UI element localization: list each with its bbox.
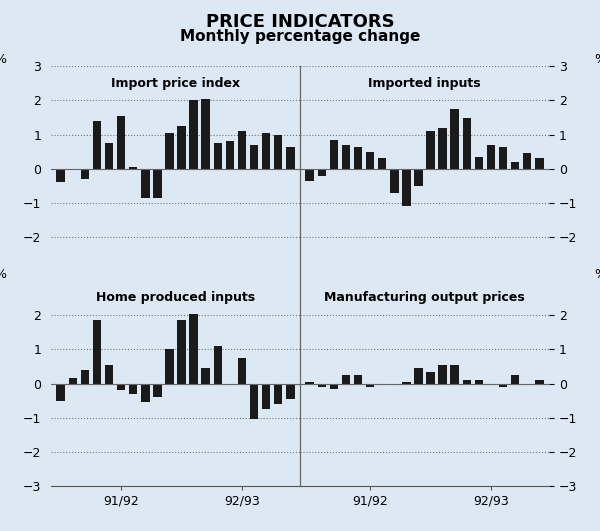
Bar — [190, 100, 198, 169]
Bar — [317, 383, 326, 387]
Bar — [93, 121, 101, 169]
Text: Imported inputs: Imported inputs — [368, 76, 481, 90]
Bar — [141, 383, 149, 402]
Bar — [378, 158, 386, 169]
Bar — [366, 152, 374, 169]
Text: Import price index: Import price index — [111, 76, 240, 90]
Text: Manufacturing output prices: Manufacturing output prices — [324, 292, 525, 304]
Bar — [354, 147, 362, 169]
Bar — [402, 382, 410, 383]
Bar — [487, 145, 495, 169]
Bar — [105, 365, 113, 383]
Bar — [165, 349, 173, 383]
Bar — [56, 383, 65, 400]
Bar — [305, 382, 314, 383]
Bar — [390, 169, 398, 193]
Bar — [105, 143, 113, 169]
Bar — [80, 370, 89, 383]
Bar — [475, 157, 483, 169]
Bar — [329, 383, 338, 389]
Bar — [238, 358, 246, 383]
Bar — [117, 383, 125, 390]
Bar — [226, 383, 234, 386]
Bar — [129, 383, 137, 394]
Bar — [214, 346, 222, 383]
Bar — [463, 380, 471, 383]
Bar — [499, 147, 507, 169]
Bar — [317, 169, 326, 176]
Bar — [68, 379, 77, 383]
Bar — [117, 116, 125, 169]
Bar — [511, 375, 520, 383]
Bar — [499, 383, 507, 387]
Bar — [402, 169, 410, 206]
Bar — [56, 169, 65, 182]
Bar — [439, 365, 447, 383]
Bar — [414, 368, 422, 383]
Bar — [274, 383, 283, 404]
Bar — [286, 383, 295, 399]
Bar — [451, 365, 459, 383]
Bar — [305, 169, 314, 181]
Bar — [202, 368, 210, 383]
Bar — [286, 147, 295, 169]
Bar — [439, 128, 447, 169]
Bar — [354, 375, 362, 383]
Bar — [250, 383, 258, 419]
Text: PRICE INDICATORS: PRICE INDICATORS — [206, 13, 394, 31]
Text: %: % — [0, 268, 6, 281]
Bar — [93, 320, 101, 383]
Bar — [141, 169, 149, 198]
Bar — [214, 143, 222, 169]
Bar — [153, 383, 161, 397]
Bar — [178, 126, 186, 169]
Text: %: % — [594, 268, 600, 281]
Text: Home produced inputs: Home produced inputs — [96, 292, 255, 304]
Bar — [80, 169, 89, 179]
Bar — [262, 133, 271, 169]
Bar — [463, 117, 471, 169]
Bar — [165, 133, 173, 169]
Bar — [226, 141, 234, 169]
Bar — [342, 375, 350, 383]
Bar — [451, 109, 459, 169]
Bar — [475, 380, 483, 383]
Bar — [329, 140, 338, 169]
Bar — [427, 131, 435, 169]
Bar — [153, 169, 161, 198]
Bar — [378, 383, 386, 386]
Bar — [262, 383, 271, 409]
Bar — [250, 145, 258, 169]
Bar — [535, 380, 544, 383]
Bar — [427, 372, 435, 383]
Bar — [129, 167, 137, 169]
Text: %: % — [594, 54, 600, 66]
Bar — [274, 134, 283, 169]
Bar — [366, 383, 374, 387]
Text: Monthly percentage change: Monthly percentage change — [180, 29, 420, 44]
Bar — [414, 169, 422, 186]
Bar — [190, 314, 198, 383]
Bar — [511, 162, 520, 169]
Bar — [535, 158, 544, 169]
Bar — [178, 320, 186, 383]
Bar — [202, 99, 210, 169]
Bar — [238, 131, 246, 169]
Bar — [342, 145, 350, 169]
Bar — [523, 153, 532, 169]
Text: %: % — [0, 54, 6, 66]
